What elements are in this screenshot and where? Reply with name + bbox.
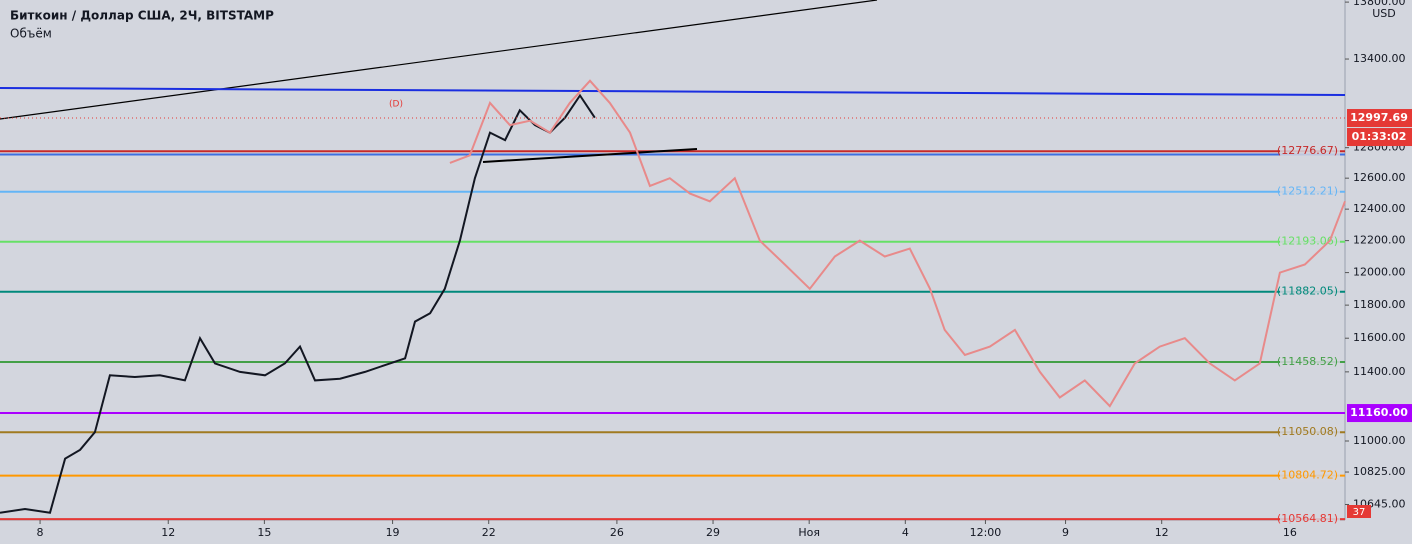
countdown-badge [1347, 128, 1412, 147]
y-tick-label: 13800.00 [1353, 0, 1406, 8]
alert-price: 11160.00 [1350, 406, 1408, 419]
level-label: (11050.08) [1277, 425, 1338, 438]
y-tick-label: 10825.00 [1353, 465, 1406, 478]
level-label: (12193.06) [1277, 235, 1338, 248]
y-tick-label: 12400.00 [1353, 202, 1406, 215]
y-tick-label: 13400.00 [1353, 52, 1406, 65]
x-tick-label: 4 [902, 526, 909, 539]
x-tick-label: 12 [161, 526, 175, 539]
x-tick-label: 12:00 [970, 526, 1002, 539]
level-label-bg [1280, 512, 1340, 526]
trend-line [0, 0, 878, 120]
subtitle: Объём [10, 27, 52, 41]
trend-line [0, 87, 1346, 96]
level-label-bg [1280, 354, 1340, 368]
y-tick-label: 11800.00 [1353, 298, 1406, 311]
x-tick-label: 26 [610, 526, 624, 539]
level-label: (10564.81) [1277, 512, 1338, 525]
y-tick-label: 12000.00 [1353, 266, 1406, 279]
x-tick-label: 16 [1283, 526, 1297, 539]
y-tick-label: 11400.00 [1353, 365, 1406, 378]
currency: USD [1372, 7, 1396, 20]
last-price: 12997.69 [1350, 111, 1408, 124]
x-tick-label: 12 [1155, 526, 1169, 539]
level-label-bg [1280, 184, 1340, 198]
chart-title: Биткоин / Доллар США, 2Ч, BITSTAMP [10, 9, 274, 23]
price-axis [1345, 0, 1412, 544]
x-tick-label: 22 [482, 526, 496, 539]
x-tick-label: 8 [37, 526, 44, 539]
level-label-bg [1280, 468, 1340, 482]
x-tick-label: 9 [1062, 526, 1069, 539]
level-label-bg [1280, 144, 1340, 158]
level-label: (12776.67) [1277, 144, 1338, 157]
y-tick-label: 11000.00 [1353, 434, 1406, 447]
level-label: (11458.52) [1277, 355, 1338, 368]
last-price-badge [1347, 109, 1412, 128]
x-tick-label: 29 [706, 526, 720, 539]
alert-badge [1347, 404, 1412, 423]
y-tick-label: 12200.00 [1353, 234, 1406, 247]
level-label: (11882.05) [1277, 285, 1338, 298]
trend-line [482, 148, 698, 163]
annotation: (D) [389, 100, 403, 110]
y-tick-label: 11600.00 [1353, 331, 1406, 344]
level-label: (10804.72) [1277, 469, 1338, 482]
volume-badge [1347, 505, 1371, 518]
price-line [449, 79, 1346, 408]
level-label: (12512.21) [1277, 185, 1338, 198]
x-tick-label: 19 [386, 526, 400, 539]
countdown: 01:33:02 [1352, 130, 1407, 143]
level-label-bg [1280, 284, 1340, 298]
x-tick-label: 15 [257, 526, 271, 539]
y-tick-label: 12600.00 [1353, 171, 1406, 184]
volume-label: 37 [1353, 507, 1366, 518]
x-tick-label: Ноя [798, 526, 820, 539]
level-label-bg [1280, 425, 1340, 439]
